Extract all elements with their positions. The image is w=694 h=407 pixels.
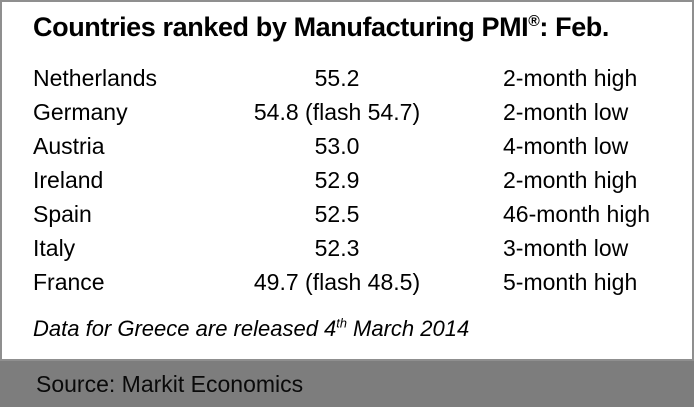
country-cell: Spain <box>33 201 92 227</box>
pmi-table-card: Countries ranked by Manufacturing PMI®: … <box>0 0 694 361</box>
ordinal-sup: th <box>336 315 347 331</box>
change-note-cell: 2-month low <box>503 99 629 125</box>
table-row: Netherlands 55.2 2-month high <box>2 61 692 95</box>
pmi-value-cell: 52.3 <box>314 235 360 261</box>
source-label: Source: Markit Economics <box>36 370 304 397</box>
pmi-rows: Netherlands 55.2 2-month high Germany 54… <box>2 61 692 299</box>
pmi-value-cell: 52.9 <box>314 167 360 193</box>
registered-trademark-icon: ® <box>528 13 540 30</box>
footnote-text: Data for Greece are released 4 <box>33 316 337 341</box>
change-note-cell: 2-month high <box>503 167 638 193</box>
pmi-value-cell: 55.2 <box>314 65 360 91</box>
country-cell: Ireland <box>33 167 104 193</box>
source-bar: Source: Markit Economics <box>0 361 694 407</box>
change-note-cell: 2-month high <box>503 65 638 91</box>
table-row: Austria 53.0 4-month low <box>2 129 692 163</box>
greece-footnote: Data for Greece are released 4th March 2… <box>33 316 469 342</box>
table-row: Italy 52.3 3-month low <box>2 231 692 265</box>
table-row: Ireland 52.9 2-month high <box>2 163 692 197</box>
change-note-cell: 5-month high <box>503 269 638 295</box>
change-note-cell: 46-month high <box>503 201 651 227</box>
change-note-cell: 3-month low <box>503 235 629 261</box>
title-text: Countries ranked by Manufacturing PMI <box>33 12 529 42</box>
pmi-value-cell: 53.0 <box>314 133 360 159</box>
table-row: Spain 52.5 46-month high <box>2 197 692 231</box>
country-cell: Netherlands <box>33 65 158 91</box>
change-note-cell: 4-month low <box>503 133 629 159</box>
country-cell: Italy <box>33 235 76 261</box>
pmi-value-cell: 54.8 (flash 54.7) <box>253 99 421 125</box>
country-cell: Germany <box>33 99 128 125</box>
table-row: France 49.7 (flash 48.5) 5-month high <box>2 265 692 299</box>
pmi-value-cell: 52.5 <box>314 201 360 227</box>
country-cell: France <box>33 269 105 295</box>
footnote-suffix: March 2014 <box>346 316 470 341</box>
table-title: Countries ranked by Manufacturing PMI®: … <box>33 12 609 43</box>
table-row: Germany 54.8 (flash 54.7) 2-month low <box>2 95 692 129</box>
pmi-value-cell: 49.7 (flash 48.5) <box>253 269 421 295</box>
country-cell: Austria <box>33 133 105 159</box>
title-suffix: : Feb. <box>539 12 610 42</box>
